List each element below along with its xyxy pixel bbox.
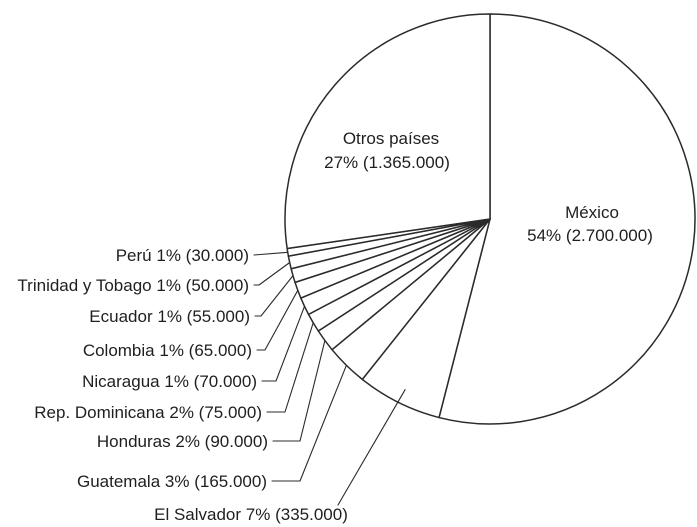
slice-label-otros-paises: Otros países 27% (1.365.000) — [324, 129, 450, 172]
pie-slice-otros-paises — [284, 13, 491, 250]
slice-label-percent: 54% — [527, 226, 561, 245]
slice-label-name: Ecuador — [89, 307, 153, 326]
slice-label-name: Guatemala — [77, 472, 161, 491]
leader-line-peru — [253, 251, 289, 256]
slice-label-amount: (30.000) — [186, 246, 249, 265]
leader-line-trinidad-y-tobago — [253, 261, 291, 286]
slice-label-ecuador: Ecuador 1% (55.000) — [89, 307, 250, 326]
slice-label-name: Rep. Dominicana — [34, 403, 165, 422]
slice-label-amount: (165.000) — [194, 472, 267, 491]
slice-labels: México 54% (2.700.000) El Salvador 7% (335… — [17, 129, 652, 524]
slice-label-percent: 1% — [157, 307, 182, 326]
slice-label-name: Colombia — [83, 341, 155, 360]
slice-label-percent: 1% — [156, 276, 181, 295]
slice-label-amount: (50.000) — [186, 276, 249, 295]
slice-label-colombia: Colombia 1% (65.000) — [83, 341, 252, 360]
slice-label-honduras: Honduras 2% (90.000) — [97, 432, 268, 451]
leader-line-ecuador — [254, 275, 294, 317]
leader-lines — [253, 251, 406, 506]
leader-line-el-salvador — [337, 389, 406, 506]
slice-label-amount: (65.000) — [189, 341, 252, 360]
slice-label-percent: 2% — [169, 403, 194, 422]
slice-label-name: México — [565, 203, 619, 222]
slice-label-nicaragua: Nicaragua 1% (70.000) — [82, 372, 257, 391]
slice-label-amount: (70.000) — [194, 372, 257, 391]
slice-label-el-salvador: El Salvador 7% (335.000) — [154, 505, 348, 524]
pie-slice-mexico — [438, 13, 696, 425]
slice-label-percent: 2% — [175, 432, 200, 451]
slice-label-amount: (55.000) — [187, 307, 250, 326]
slice-label-name: Honduras — [97, 432, 171, 451]
slice-label-percent: 1% — [159, 341, 184, 360]
pie-slices — [284, 13, 696, 425]
slice-label-rep-dominicana: Rep. Dominicana 2% (75.000) — [34, 403, 262, 422]
slice-label-name: Trinidad y Tobago — [17, 276, 151, 295]
leader-line-guatemala — [271, 364, 347, 482]
slice-label-trinidad-y-tobago: Trinidad y Tobago 1% (50.000) — [17, 276, 249, 295]
slice-label-amount: (75.000) — [199, 403, 262, 422]
leader-line-honduras — [272, 339, 326, 442]
slice-label-amount: (335.000) — [275, 505, 348, 524]
slice-label-name: El Salvador — [154, 505, 241, 524]
slice-label-percent: 27% — [324, 153, 358, 172]
leader-line-rep-dominicana — [266, 322, 314, 413]
slice-label-percent: 3% — [165, 472, 190, 491]
slice-label-amount: (2.700.000) — [566, 226, 653, 245]
slice-label-amount: (1.365.000) — [363, 153, 450, 172]
leader-line-nicaragua — [261, 305, 306, 382]
slice-label-guatemala: Guatemala 3% (165.000) — [77, 472, 267, 491]
slice-label-percent: 7% — [246, 505, 271, 524]
slice-label-name: Nicaragua — [82, 372, 160, 391]
slice-label-mexico: México 54% (2.700.000) — [527, 203, 653, 245]
slice-label-amount: (90.000) — [205, 432, 268, 451]
slice-label-name: Perú — [116, 246, 152, 265]
slice-label-percent: 1% — [156, 246, 181, 265]
slice-label-name: Otros países — [343, 129, 439, 148]
slice-label-percent: 1% — [164, 372, 189, 391]
leader-line-colombia — [256, 289, 299, 351]
slice-label-peru: Perú 1% (30.000) — [116, 246, 249, 265]
